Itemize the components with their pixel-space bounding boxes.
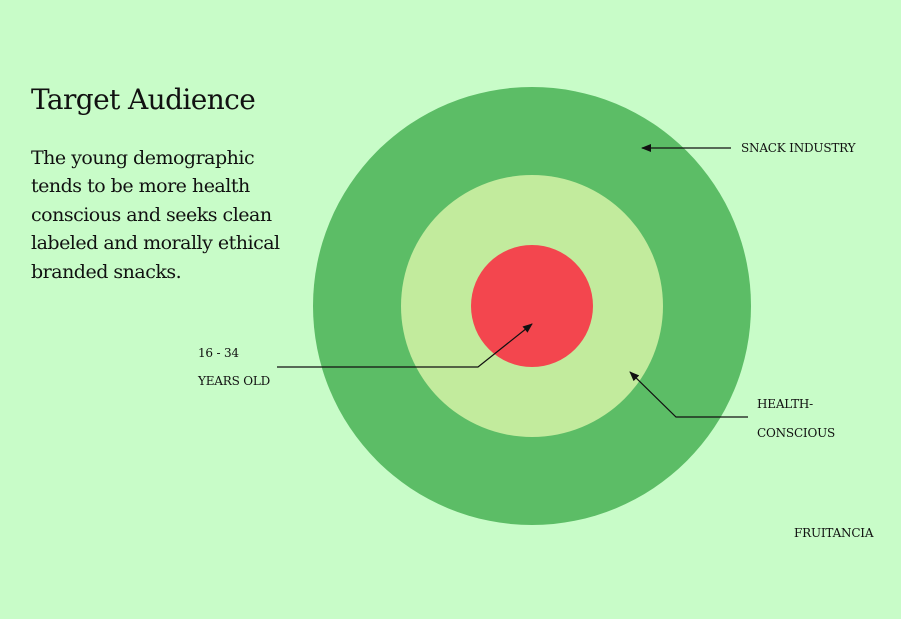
health-conscious-pointer-arrow: [629, 371, 748, 418]
health-conscious-label-line1: HEALTH-: [757, 397, 814, 411]
age-group-pointer-arrow: [277, 323, 533, 368]
health-conscious-label-line2: CONSCIOUS: [757, 426, 836, 440]
slide-description: The young demographic tends to be more h…: [31, 147, 280, 283]
age-range-label: 16 - 34: [198, 346, 239, 360]
slide-title: Target Audience: [31, 83, 256, 116]
age-unit-label: YEARS OLD: [198, 374, 271, 388]
core-circle-age-group: [471, 245, 593, 367]
snack-industry-label: SNACK INDUSTRY: [741, 141, 856, 155]
brand-name: FRUITANCIA: [794, 526, 874, 540]
